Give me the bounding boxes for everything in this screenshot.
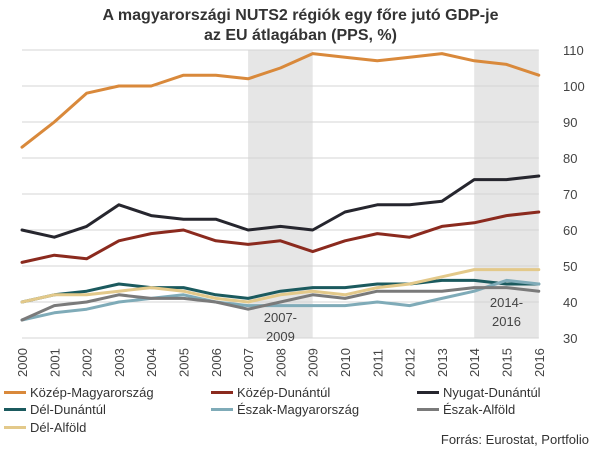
period-label-1-line-1: 2007- <box>264 310 297 325</box>
legend-item-6: Észak-Alföld <box>417 401 515 419</box>
series-line-7 <box>20 268 541 304</box>
x-tick-label-2005: 2005 <box>177 348 192 377</box>
legend-swatch-6 <box>417 408 439 412</box>
period-label-2-line-2: 2016 <box>492 314 521 329</box>
legend-item-7: Dél-Alföld <box>4 419 86 437</box>
legend-label-1: Közép-Magyarország <box>30 385 154 400</box>
x-tick-label-2010: 2010 <box>338 348 353 377</box>
legend-swatch-5 <box>211 408 233 412</box>
x-tick-label-2011: 2011 <box>370 349 385 377</box>
series-line-1 <box>20 52 541 149</box>
series-line-2 <box>20 210 541 264</box>
legend-label-3: Nyugat-Dunántúl <box>443 385 541 400</box>
period-label-1-line-2: 2009 <box>266 329 295 344</box>
x-tick-label-2007: 2007 <box>241 348 256 377</box>
legend-item-3: Nyugat-Dunántúl <box>417 384 541 402</box>
x-tick-label-2009: 2009 <box>306 348 321 377</box>
legend-label-7: Dél-Alföld <box>30 420 87 435</box>
x-tick-label-2013: 2013 <box>435 348 450 377</box>
x-tick-label-2014: 2014 <box>467 348 482 377</box>
legend-swatch-7 <box>4 426 26 430</box>
series-line-3 <box>20 174 541 239</box>
series-line-5 <box>20 278 541 322</box>
legend-item-1: Közép-Magyarország <box>4 384 154 402</box>
x-tick-label-2015: 2015 <box>500 348 515 377</box>
x-tick-label-2000: 2000 <box>15 348 30 377</box>
legend-label-4: Dél-Dunántúl <box>30 402 106 417</box>
line-chart: 30 40 50 60 70 80 90 100 110 2007- 2009 2014- 2016 20… <box>15 43 585 377</box>
period-label-2-line-1: 2014- <box>490 295 523 310</box>
y-tick-label-40: 40 <box>563 295 577 310</box>
x-tick-label-2001: 2001 <box>47 348 62 377</box>
legend-label-6: Észak-Alföld <box>443 402 516 417</box>
chart-title-line-1: A magyarországi NUTS2 régiók egy főre ju… <box>102 7 499 24</box>
legend-label-5: Észak-Magyarország <box>237 402 360 417</box>
x-tick-label-2008: 2008 <box>273 348 288 377</box>
y-tick-label-50: 50 <box>563 259 577 274</box>
y-tick-label-90: 90 <box>563 115 577 130</box>
legend-item-5: Észak-Magyarország <box>211 401 359 419</box>
x-tick-label-2012: 2012 <box>403 348 418 377</box>
y-tick-label-100: 100 <box>563 79 585 94</box>
legend-swatch-2 <box>211 391 233 395</box>
y-tick-label-30: 30 <box>563 331 577 346</box>
y-tick-label-70: 70 <box>563 187 577 202</box>
legend-swatch-4 <box>4 408 26 412</box>
series-line-4 <box>20 278 541 304</box>
source-note: Forrás: Eurostat, Portfolio <box>440 432 589 447</box>
legend-swatch-3 <box>417 391 439 395</box>
x-tick-label-2002: 2002 <box>80 348 95 377</box>
y-tick-label-110: 110 <box>563 43 584 58</box>
x-tick-label-2003: 2003 <box>112 348 127 377</box>
x-tick-label-2016: 2016 <box>532 348 547 377</box>
chart-title: A magyarországi NUTS2 régiók egy főre ju… <box>0 6 601 46</box>
x-tick-label-2004: 2004 <box>144 348 159 377</box>
legend-item-2: Közép-Dunántúl <box>211 384 330 402</box>
y-tick-label-60: 60 <box>563 223 577 238</box>
x-tick-label-2006: 2006 <box>209 348 224 377</box>
chart-title-line-2: az EU átlagában (PPS, %) <box>204 27 397 44</box>
legend-swatch-1 <box>4 391 26 395</box>
legend-item-4: Dél-Dunántúl <box>4 401 106 419</box>
series-line-6 <box>20 286 541 322</box>
legend-label-2: Közép-Dunántúl <box>237 385 331 400</box>
y-tick-label-80: 80 <box>563 151 577 166</box>
chart-legend: Közép-Magyarország Közép-Dunántúl Nyugat-D… <box>0 384 601 454</box>
